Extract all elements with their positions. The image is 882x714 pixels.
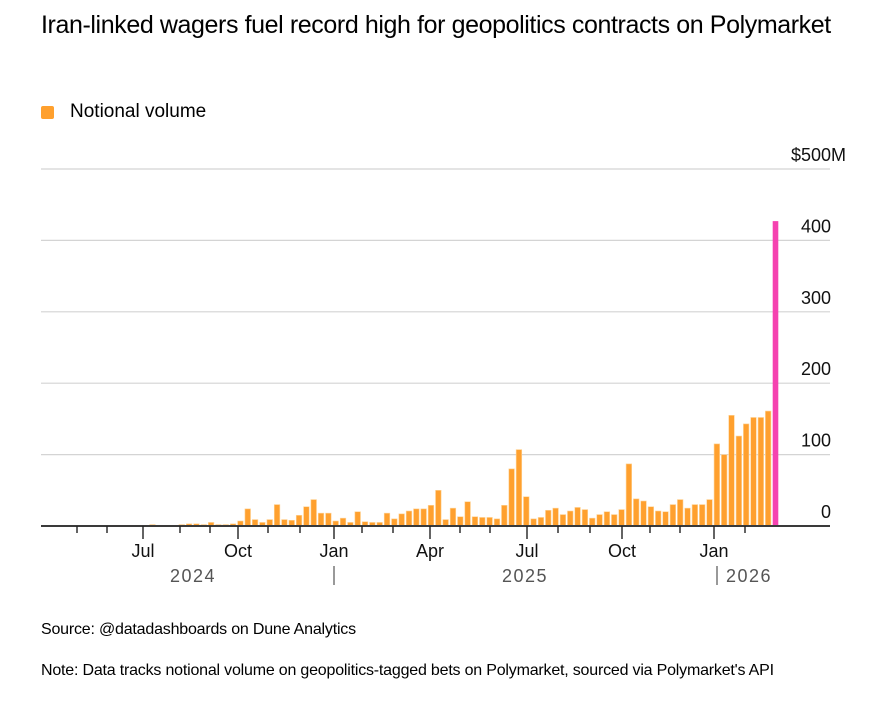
x-axis-labels: Jul Oct Jan Apr Jul Oct Jan 2024 2025 2026 xyxy=(131,541,772,586)
bar xyxy=(728,415,735,527)
x-tick-label: Jul xyxy=(131,541,154,561)
bar xyxy=(523,496,530,527)
y-tick-label: 100 xyxy=(801,431,831,451)
legend-label: Notional volume xyxy=(70,101,207,122)
bar xyxy=(618,509,625,527)
y-tick-label: 300 xyxy=(801,288,831,308)
bar-highlight xyxy=(772,221,779,526)
x-tick-label: Apr xyxy=(416,541,444,561)
bar xyxy=(317,512,325,527)
bar xyxy=(537,517,545,527)
bar xyxy=(530,518,537,527)
bar xyxy=(625,463,632,527)
bar xyxy=(398,513,405,527)
bar xyxy=(493,518,501,527)
bar xyxy=(765,410,772,527)
bar xyxy=(699,504,706,527)
x-axis xyxy=(41,525,830,539)
bar xyxy=(325,512,332,527)
bar xyxy=(515,449,523,527)
chart-title: Iran-linked wagers fuel record high for … xyxy=(41,11,831,39)
bar xyxy=(691,504,698,527)
x-tick-label: Oct xyxy=(608,541,636,561)
bar-chart: 0 100 200 300 400 $500M Jul Oct Jan Apr Jul Oct Jan… xyxy=(41,145,846,586)
bar xyxy=(457,516,464,527)
gridlines xyxy=(41,168,830,456)
bar xyxy=(684,507,691,527)
bar xyxy=(464,501,471,527)
bar xyxy=(449,507,457,527)
bar xyxy=(589,517,596,527)
bar xyxy=(655,510,662,527)
y-tick-label: $500M xyxy=(791,145,846,165)
bar xyxy=(603,511,611,527)
bar xyxy=(354,511,361,527)
bar xyxy=(596,514,603,527)
bars xyxy=(112,221,779,527)
bar xyxy=(757,417,764,527)
bar xyxy=(581,509,589,527)
source-note: Source: @datadashboards on Dune Analytic… xyxy=(41,621,356,638)
bar xyxy=(559,514,567,527)
bar xyxy=(471,516,479,527)
bar xyxy=(339,517,347,527)
bar xyxy=(574,507,581,527)
bar xyxy=(545,509,552,527)
x-tick-label: Jan xyxy=(699,541,728,561)
bar xyxy=(721,454,728,527)
bar xyxy=(420,508,427,527)
y-tick-label: 400 xyxy=(801,216,831,236)
bar xyxy=(435,489,442,527)
bar xyxy=(611,514,618,527)
legend: Notional volume xyxy=(41,101,206,123)
bar xyxy=(303,506,310,527)
bar xyxy=(508,468,515,527)
bar xyxy=(391,518,398,527)
bar xyxy=(647,506,654,527)
bar xyxy=(413,508,420,527)
x-tick-label: Jul xyxy=(515,541,538,561)
bar xyxy=(244,508,251,527)
bar xyxy=(677,499,684,527)
bar xyxy=(750,417,757,527)
bar xyxy=(479,517,486,527)
bar xyxy=(295,514,303,527)
bar xyxy=(640,500,647,527)
bar xyxy=(706,499,713,527)
x-tick-label: Jan xyxy=(319,541,348,561)
bar xyxy=(713,443,720,527)
x-tick-label: Oct xyxy=(224,541,252,561)
y-tick-label: 0 xyxy=(821,502,831,522)
bar xyxy=(501,504,508,527)
bar xyxy=(743,423,750,527)
bar xyxy=(662,511,669,527)
bar xyxy=(633,498,640,527)
year-label: 2026 xyxy=(726,566,772,586)
year-label: 2024 xyxy=(170,566,216,586)
bar xyxy=(427,504,435,527)
legend-swatch xyxy=(41,105,54,119)
bar xyxy=(735,435,742,527)
y-tick-label: 200 xyxy=(801,359,831,379)
bar xyxy=(669,504,676,527)
footnote: Note: Data tracks notional volume on geo… xyxy=(41,662,774,679)
bar xyxy=(486,517,493,527)
bar xyxy=(273,504,281,527)
bar xyxy=(552,507,559,527)
bar xyxy=(383,512,391,527)
bar xyxy=(405,510,413,527)
year-label: 2025 xyxy=(502,566,548,586)
bar xyxy=(310,499,317,527)
bar xyxy=(567,510,574,527)
y-axis-labels: 0 100 200 300 400 $500M xyxy=(791,145,846,522)
